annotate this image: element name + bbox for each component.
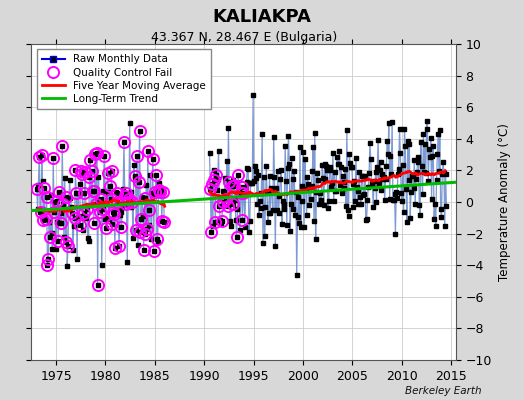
Title: 43.367 N, 28.467 E (Bulgaria): 43.367 N, 28.467 E (Bulgaria)	[150, 31, 337, 44]
Text: Berkeley Earth: Berkeley Earth	[406, 386, 482, 396]
Text: KALIAKPA: KALIAKPA	[213, 8, 311, 26]
Y-axis label: Temperature Anomaly (°C): Temperature Anomaly (°C)	[497, 123, 510, 281]
Legend: Raw Monthly Data, Quality Control Fail, Five Year Moving Average, Long-Term Tren: Raw Monthly Data, Quality Control Fail, …	[37, 49, 211, 109]
